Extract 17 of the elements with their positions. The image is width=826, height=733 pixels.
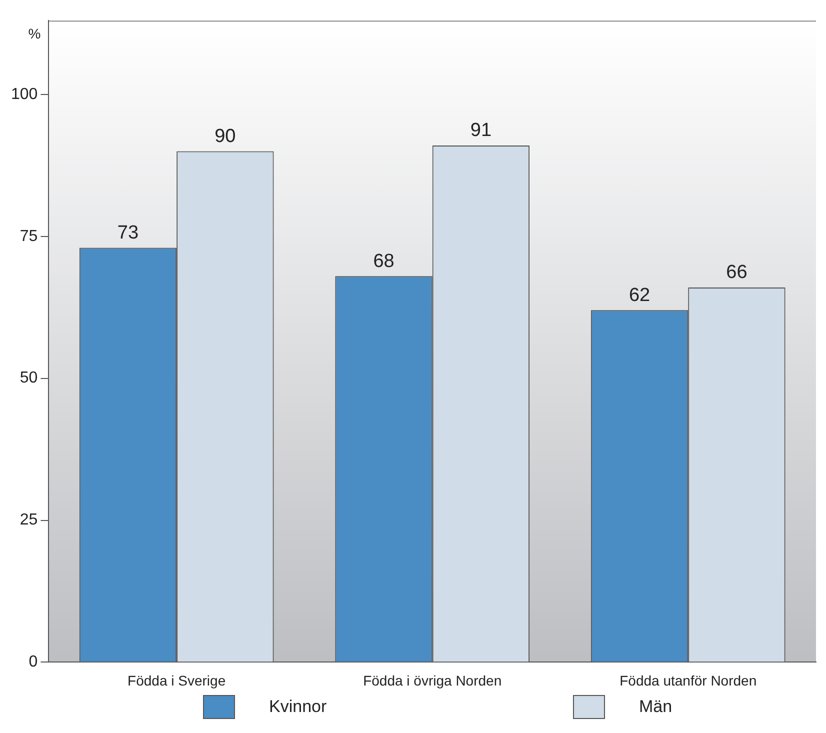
y-tick-label: 75 <box>20 228 38 245</box>
y-tick-label: 0 <box>28 654 38 671</box>
data-label: 66 <box>726 262 748 284</box>
x-tick-label: Födda i övriga Norden <box>363 672 502 688</box>
y-tick-label: 50 <box>20 370 38 387</box>
data-label: 90 <box>214 126 236 147</box>
y-tick-label: 25 <box>20 512 38 529</box>
legend-label: Kvinnor <box>269 697 327 717</box>
x-tick-label: Födda i Sverige <box>128 672 226 688</box>
data-label: 73 <box>117 222 139 244</box>
data-label: 91 <box>470 120 492 142</box>
y-axis-title: % <box>28 25 41 42</box>
text: Män <box>639 697 672 717</box>
data-label: 62 <box>628 284 650 306</box>
x-tick-label: Födda utanför Norden <box>620 672 757 688</box>
y-tick-label: 100 <box>10 86 38 103</box>
data-label: 68 <box>373 250 394 272</box>
